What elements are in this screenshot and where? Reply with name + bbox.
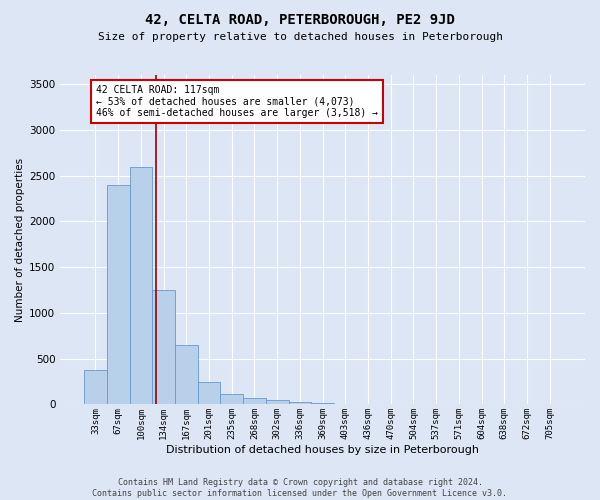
Text: Contains HM Land Registry data © Crown copyright and database right 2024.
Contai: Contains HM Land Registry data © Crown c… bbox=[92, 478, 508, 498]
X-axis label: Distribution of detached houses by size in Peterborough: Distribution of detached houses by size … bbox=[166, 445, 479, 455]
Bar bbox=[107, 185, 130, 404]
Text: Size of property relative to detached houses in Peterborough: Size of property relative to detached ho… bbox=[97, 32, 503, 42]
Bar bbox=[311, 403, 334, 404]
Y-axis label: Number of detached properties: Number of detached properties bbox=[15, 158, 25, 322]
Text: 42, CELTA ROAD, PETERBOROUGH, PE2 9JD: 42, CELTA ROAD, PETERBOROUGH, PE2 9JD bbox=[145, 12, 455, 26]
Bar bbox=[243, 398, 266, 404]
Bar bbox=[84, 370, 107, 404]
Bar bbox=[198, 382, 220, 404]
Bar bbox=[130, 166, 152, 404]
Bar bbox=[266, 400, 289, 404]
Text: 42 CELTA ROAD: 117sqm
← 53% of detached houses are smaller (4,073)
46% of semi-d: 42 CELTA ROAD: 117sqm ← 53% of detached … bbox=[96, 85, 378, 118]
Bar bbox=[289, 402, 311, 404]
Bar bbox=[152, 290, 175, 405]
Bar bbox=[175, 345, 198, 405]
Bar bbox=[220, 394, 243, 404]
